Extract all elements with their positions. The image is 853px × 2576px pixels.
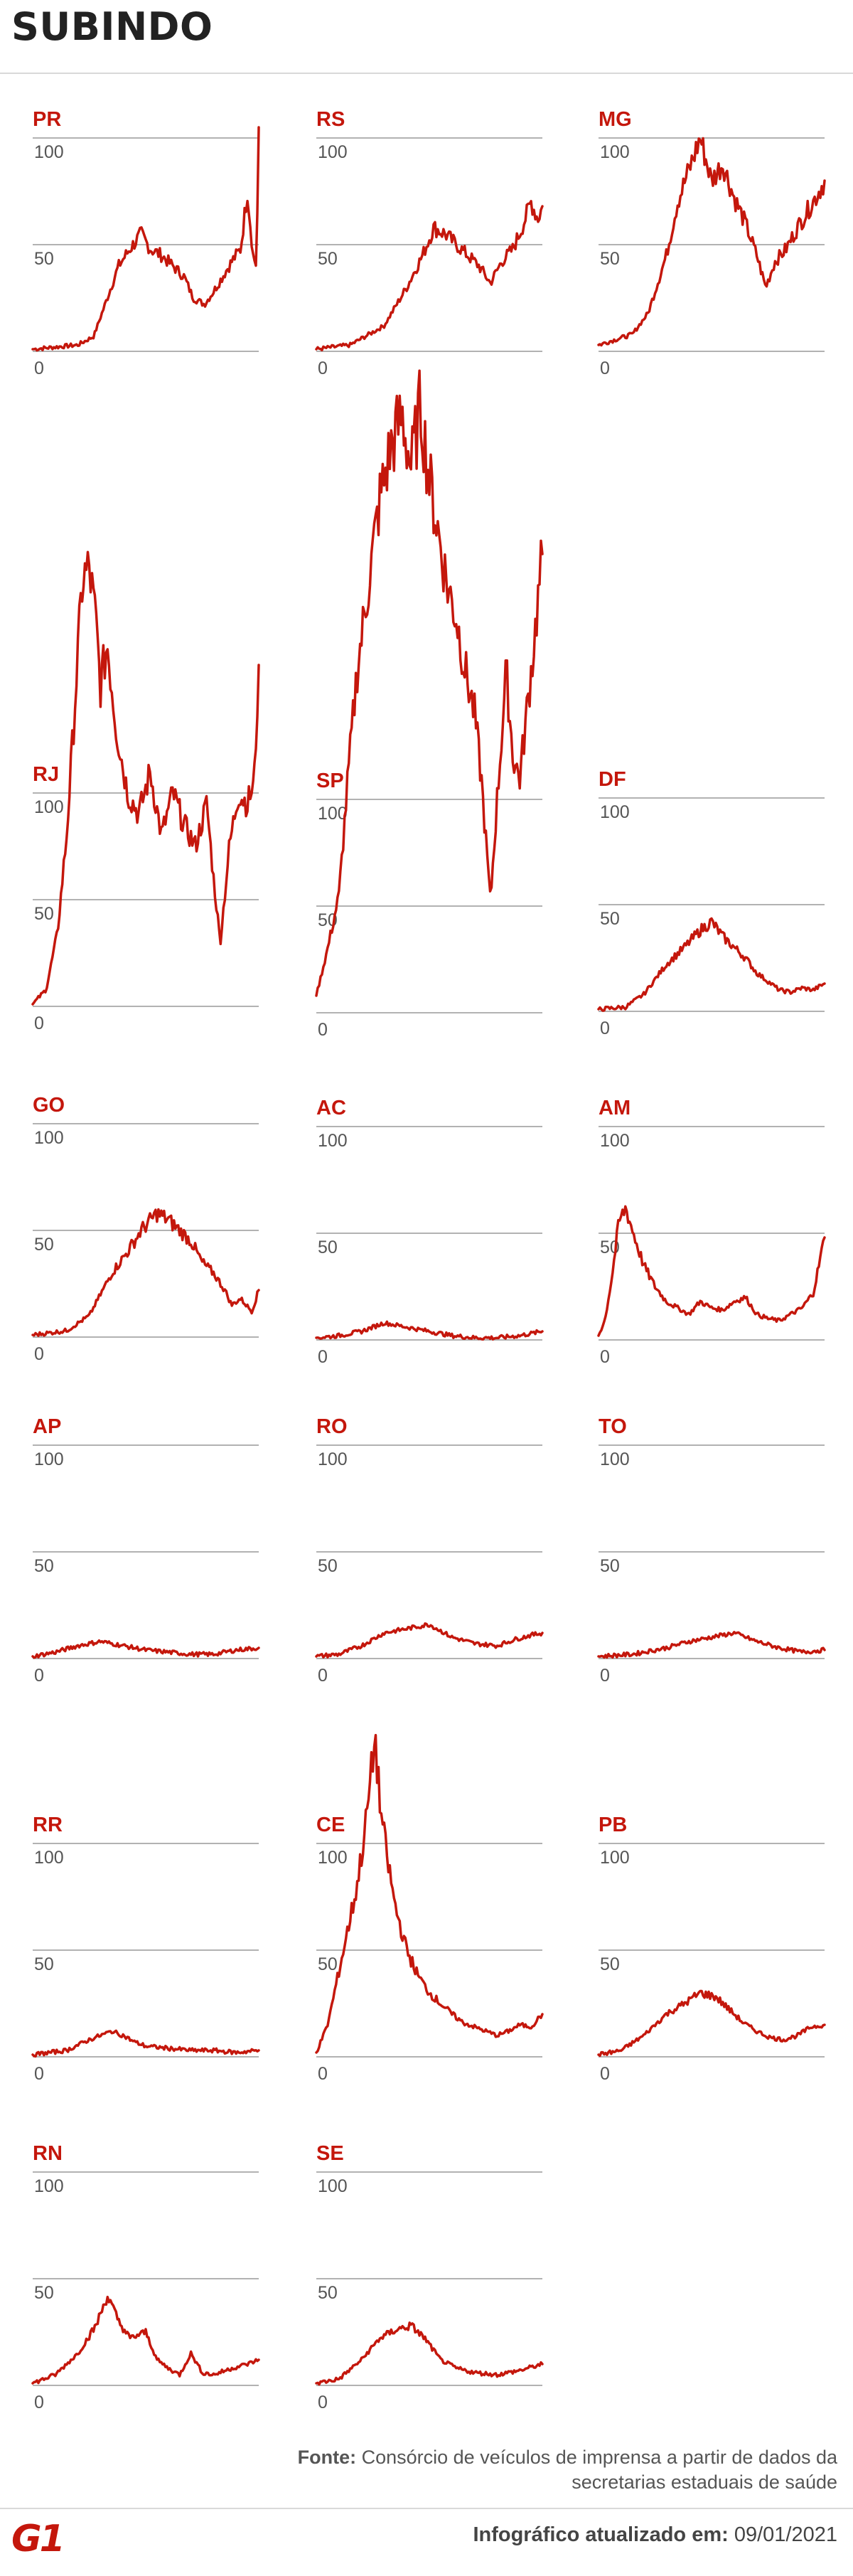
series-line-ac bbox=[315, 1320, 544, 1341]
tick-label-se-100: 100 bbox=[318, 2176, 348, 2196]
series-label-rs: RS bbox=[316, 108, 345, 131]
series-line-pb bbox=[597, 1989, 826, 2058]
series-line-ap bbox=[31, 1639, 260, 1659]
tick-label-sp-100: 100 bbox=[318, 804, 348, 824]
tick-label-ro-50: 50 bbox=[318, 1556, 338, 1576]
series-label-ap: AP bbox=[33, 1415, 61, 1438]
tick-label-am-100: 100 bbox=[600, 1131, 630, 1151]
tick-label-rr-50: 50 bbox=[34, 1954, 54, 1974]
tick-label-rj-0: 0 bbox=[34, 1013, 44, 1033]
series-label-mg: MG bbox=[599, 108, 632, 131]
tick-label-mg-100: 100 bbox=[600, 142, 630, 162]
tick-label-rs-50: 50 bbox=[318, 249, 338, 269]
series-label-am: AM bbox=[599, 1097, 631, 1119]
series-label-ac: AC bbox=[316, 1097, 346, 1119]
series-label-pb: PB bbox=[599, 1814, 627, 1836]
series-line-se bbox=[315, 2321, 544, 2386]
series-label-rn: RN bbox=[33, 2142, 63, 2165]
series-line-rn bbox=[31, 2295, 260, 2385]
series-label-pr: PR bbox=[33, 108, 61, 131]
tick-label-ap-100: 100 bbox=[34, 1449, 64, 1469]
tick-label-mg-50: 50 bbox=[600, 249, 620, 269]
tick-label-sp-0: 0 bbox=[318, 1020, 328, 1040]
series-line-pr bbox=[31, 126, 260, 352]
tick-label-rn-50: 50 bbox=[34, 2283, 54, 2303]
series-line-df bbox=[597, 917, 826, 1012]
tick-label-pr-100: 100 bbox=[34, 142, 64, 162]
tick-label-mg-0: 0 bbox=[600, 358, 610, 378]
tick-label-go-0: 0 bbox=[34, 1344, 44, 1364]
series-line-go bbox=[31, 1208, 260, 1337]
series-line-mg bbox=[597, 137, 826, 347]
tick-label-pb-0: 0 bbox=[600, 2064, 610, 2084]
update-date: 09/01/2021 bbox=[734, 2523, 837, 2546]
series-label-go: GO bbox=[33, 1094, 65, 1117]
series-label-ce: CE bbox=[316, 1814, 345, 1836]
tick-label-ce-50: 50 bbox=[318, 1954, 338, 1974]
series-line-rr bbox=[31, 2029, 260, 2058]
source-note: Fonte: Consórcio de veículos de imprensa… bbox=[297, 2445, 837, 2495]
tick-label-to-0: 0 bbox=[600, 1666, 610, 1686]
tick-label-rj-50: 50 bbox=[34, 904, 54, 924]
series-label-rr: RR bbox=[33, 1814, 63, 1836]
series-line-rj bbox=[31, 550, 260, 1006]
series-label-ro: RO bbox=[316, 1415, 348, 1438]
tick-label-ap-0: 0 bbox=[34, 1666, 44, 1686]
tick-label-pr-50: 50 bbox=[34, 249, 54, 269]
series-line-to bbox=[597, 1631, 826, 1659]
tick-label-rr-0: 0 bbox=[34, 2064, 44, 2084]
series-line-ce bbox=[315, 1733, 544, 2054]
tick-label-ac-100: 100 bbox=[318, 1131, 348, 1151]
title-divider bbox=[0, 73, 853, 74]
series-line-am bbox=[597, 1205, 826, 1337]
series-line-ro bbox=[315, 1622, 544, 1659]
series-line-sp bbox=[315, 369, 544, 997]
tick-label-ap-50: 50 bbox=[34, 1556, 54, 1576]
update-label: Infográfico atualizado em: bbox=[473, 2523, 729, 2546]
tick-label-ac-50: 50 bbox=[318, 1238, 338, 1257]
tick-label-pb-100: 100 bbox=[600, 1848, 630, 1868]
g1-logo: G1 bbox=[11, 2518, 65, 2560]
tick-label-ce-0: 0 bbox=[318, 2064, 328, 2084]
tick-label-rr-100: 100 bbox=[34, 1848, 64, 1868]
tick-label-go-100: 100 bbox=[34, 1128, 64, 1148]
tick-label-rs-100: 100 bbox=[318, 142, 348, 162]
tick-label-ro-0: 0 bbox=[318, 1666, 328, 1686]
tick-label-pb-50: 50 bbox=[600, 1954, 620, 1974]
tick-label-se-0: 0 bbox=[318, 2393, 328, 2412]
tick-label-to-100: 100 bbox=[600, 1449, 630, 1469]
update-note: Infográfico atualizado em: 09/01/2021 bbox=[473, 2523, 837, 2547]
tick-label-go-50: 50 bbox=[34, 1235, 54, 1255]
tick-label-ac-0: 0 bbox=[318, 1347, 328, 1367]
tick-label-rn-0: 0 bbox=[34, 2393, 44, 2412]
series-label-sp: SP bbox=[316, 770, 344, 792]
tick-label-am-0: 0 bbox=[600, 1347, 610, 1367]
tick-label-to-50: 50 bbox=[600, 1556, 620, 1576]
source-label: Fonte: bbox=[297, 2447, 357, 2468]
series-label-se: SE bbox=[316, 2142, 344, 2165]
tick-label-df-50: 50 bbox=[600, 909, 620, 929]
tick-label-rj-100: 100 bbox=[34, 797, 64, 817]
tick-label-df-0: 0 bbox=[600, 1018, 610, 1038]
tick-label-rs-0: 0 bbox=[318, 358, 328, 378]
series-label-to: TO bbox=[599, 1415, 627, 1438]
tick-label-ce-100: 100 bbox=[318, 1848, 348, 1868]
series-line-rs bbox=[315, 200, 544, 352]
tick-label-se-50: 50 bbox=[318, 2283, 338, 2303]
tick-label-df-100: 100 bbox=[600, 802, 630, 822]
tick-label-rn-100: 100 bbox=[34, 2176, 64, 2196]
page-title: SUBINDO bbox=[11, 4, 213, 49]
series-label-rj: RJ bbox=[33, 763, 59, 786]
tick-label-ro-100: 100 bbox=[318, 1449, 348, 1469]
source-text: Consórcio de veículos de imprensa a part… bbox=[361, 2447, 837, 2493]
tick-label-pr-0: 0 bbox=[34, 358, 44, 378]
series-label-df: DF bbox=[599, 768, 626, 791]
footer-divider bbox=[0, 2508, 853, 2509]
